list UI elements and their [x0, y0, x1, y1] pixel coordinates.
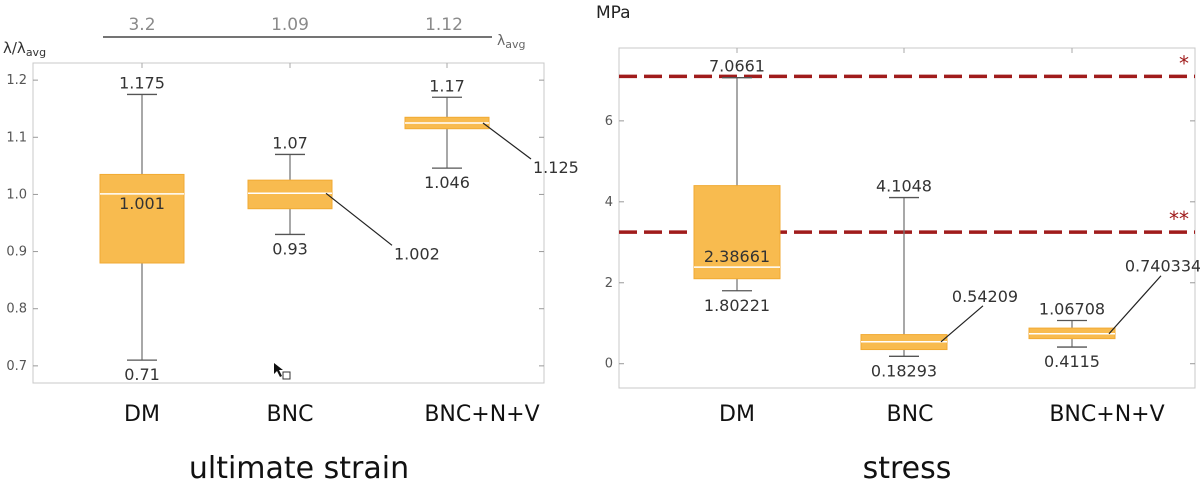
min-label: 1.046 — [424, 173, 470, 192]
strain-y-tick-label: 0.8 — [6, 302, 27, 317]
stress-y-tick-label: 6 — [605, 114, 613, 129]
top-value-dm: 3.2 — [128, 15, 155, 35]
stress-plot-frame — [618, 47, 1196, 389]
strain-y-tick-label: 0.9 — [6, 245, 27, 260]
median-label: 2.38661 — [704, 247, 770, 266]
strain-category-bnc: BNC — [267, 402, 314, 427]
strain-boxes: 1.175 0.71 1.001 1.07 0.93 1.002 1.17 1.046 1.12… — [99, 73, 579, 384]
median-leader-line — [940, 305, 984, 343]
stress-y-tick-label: 4 — [605, 195, 613, 210]
stress-y-tick-label: 2 — [605, 276, 613, 291]
iqr-box — [247, 179, 333, 210]
min-label: 0.71 — [124, 365, 160, 384]
max-label: 1.06708 — [1039, 300, 1105, 319]
median-label: 0.54209 — [952, 287, 1018, 306]
stress-boxes: 7.0661 1.80221 2.38661 4.1048 0.18293 0.54209… — [693, 57, 1200, 380]
min-label: 1.80221 — [704, 296, 770, 315]
strain-plot-frame — [32, 62, 545, 384]
strain-box-dm: 1.175 0.71 1.001 — [99, 73, 185, 384]
median-label: 1.002 — [394, 244, 440, 263]
stress-category-dm: DM — [719, 402, 755, 427]
strain-category-bncnv: BNC+N+V — [424, 402, 539, 427]
strain-y-ticks: 0.7 0.8 0.9 1.0 1.1 1.2 — [6, 63, 544, 374]
top-value-bncnv: 1.12 — [425, 15, 463, 35]
stress-axis-title: MPa — [596, 3, 631, 23]
strain-caption: ultimate strain — [189, 451, 409, 484]
median-leader-line — [325, 192, 393, 246]
strain-y-tick-label: 1.2 — [6, 73, 27, 88]
median-leader-line — [482, 122, 532, 160]
max-label: 1.175 — [119, 73, 165, 92]
stress-box-bncnv: 1.06708 0.4115 0.740334 — [1028, 257, 1200, 371]
min-label: 0.18293 — [871, 361, 937, 380]
stress-box-dm: 7.0661 1.80221 2.38661 — [693, 57, 781, 315]
max-label: 4.1048 — [876, 177, 932, 196]
stress-category-bncnv: BNC+N+V — [1049, 402, 1164, 427]
strain-y-tick-label: 0.7 — [6, 359, 27, 374]
median-label: 1.125 — [533, 158, 579, 177]
stress-y-ticks: 0 2 4 6 — [605, 48, 1195, 372]
max-label: 7.0661 — [709, 57, 765, 76]
max-label: 1.17 — [429, 76, 465, 95]
min-label: 0.93 — [272, 239, 308, 258]
stress-caption: stress — [863, 451, 952, 484]
iqr-box — [693, 185, 781, 280]
strain-box-bncnv: 1.17 1.046 1.125 — [404, 76, 579, 192]
min-label: 0.4115 — [1044, 352, 1100, 371]
max-label: 1.07 — [272, 133, 308, 152]
stress-category-bnc: BNC — [887, 402, 934, 427]
strain-panel: 3.2 1.09 1.12 λavg λ/λavg 0.7 0.8 0.9 1.0 1.… — [3, 15, 579, 486]
strain-box-bnc: 1.07 0.93 1.002 — [247, 133, 440, 263]
strain-y-tick-label: 1.1 — [6, 130, 27, 145]
stress-box-bnc: 4.1048 0.18293 0.54209 — [860, 177, 1018, 380]
reference-line-label: * — [1179, 51, 1189, 75]
stress-reference-lines: *** — [619, 51, 1195, 234]
top-axis-label: λavg — [497, 33, 526, 51]
median-leader-line — [1108, 275, 1162, 335]
iqr-box — [99, 173, 185, 264]
stress-y-tick-label: 0 — [605, 357, 613, 372]
top-value-bnc: 1.09 — [271, 15, 309, 35]
strain-y-tick-label: 1.0 — [6, 187, 27, 202]
median-label: 1.001 — [119, 194, 165, 213]
median-label: 0.740334 — [1125, 257, 1200, 276]
mouse-cursor-icon — [274, 363, 291, 380]
strain-axis-title: λ/λavg — [3, 39, 46, 59]
strain-category-dm: DM — [124, 402, 160, 427]
reference-line-label: ** — [1169, 207, 1189, 231]
